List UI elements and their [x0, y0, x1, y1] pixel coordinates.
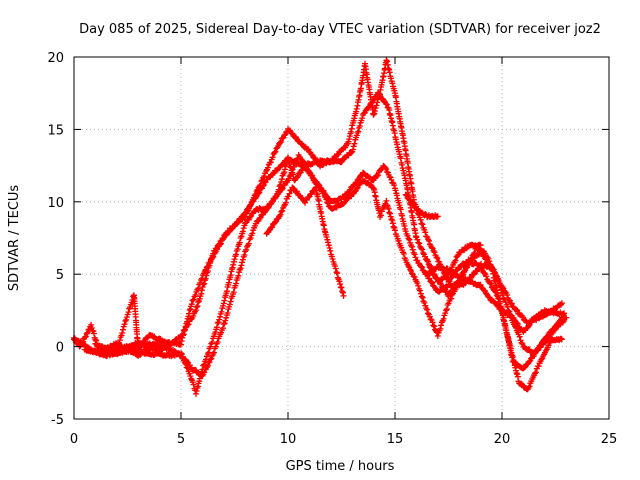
- x-tick-label: 25: [601, 432, 618, 447]
- series-track-6: [263, 184, 347, 299]
- series-track-1: [71, 89, 565, 359]
- y-axis-label: SDTVAR / TECUs: [7, 185, 22, 292]
- series-track-2: [92, 57, 570, 372]
- x-tick-label: 5: [177, 432, 185, 447]
- series-track-9: [424, 263, 568, 335]
- x-tick-label: 10: [280, 432, 297, 447]
- series-markers: [402, 191, 441, 221]
- y-tick-label: -5: [51, 413, 64, 428]
- series-track-7: [402, 191, 441, 221]
- series-markers: [92, 57, 570, 372]
- axis-ticks: 0 5 10 15 20 25 -5 0 5 10 15 20: [47, 51, 617, 447]
- y-tick-label: 15: [47, 123, 64, 138]
- plot-frame: [73, 56, 610, 420]
- y-tick-label: 0: [56, 341, 64, 356]
- data-series: [71, 57, 570, 397]
- y-tick-label: 20: [47, 51, 64, 66]
- x-tick-label: 20: [494, 432, 511, 447]
- x-tick-label: 0: [70, 432, 78, 447]
- grid-lines: [74, 57, 609, 419]
- chart-title: Day 085 of 2025, Sidereal Day-to-day VTE…: [79, 22, 601, 37]
- series-markers: [71, 89, 565, 359]
- y-tick-label: 5: [56, 268, 64, 283]
- x-tick-label: 15: [387, 432, 404, 447]
- y-tick-label: 10: [47, 196, 64, 211]
- x-axis-label: GPS time / hours: [286, 459, 395, 474]
- series-track-4: [83, 155, 565, 379]
